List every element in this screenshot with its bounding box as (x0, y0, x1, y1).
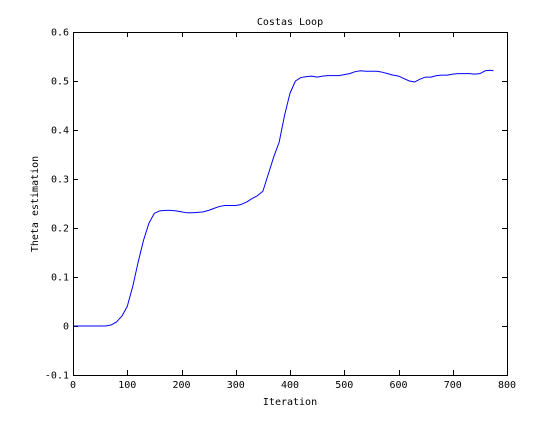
y-tick-label: 0 (63, 322, 69, 333)
y-tick-label: 0.2 (51, 224, 69, 235)
y-tick-label: 0.6 (51, 28, 69, 39)
x-tick-label: 500 (335, 380, 353, 391)
y-tick-label: 0.5 (51, 77, 69, 88)
y-tick-label: -0.1 (45, 371, 69, 382)
x-tick-label: 400 (281, 380, 299, 391)
x-tick-label: 200 (172, 380, 190, 391)
x-tick-label: 600 (389, 380, 407, 391)
x-tick-label: 0 (70, 380, 76, 391)
y-tick-label: 0.4 (51, 126, 69, 137)
x-tick-label: 100 (118, 380, 136, 391)
tick-labels: 0 100 200 300 400 500 600 700 800-0.100.10.20.30… (45, 28, 516, 392)
axes-frame (73, 32, 508, 376)
x-tick-label: 800 (498, 380, 516, 391)
series-line (73, 69, 494, 327)
y-tick-label: 0.3 (51, 175, 69, 186)
plot-background (73, 32, 507, 375)
x-tick-label: 300 (227, 380, 245, 391)
chart-title: Costas Loop (257, 17, 323, 28)
x-axis-title: Iteration (263, 397, 317, 408)
series-layer (73, 69, 494, 327)
x-tick-label: 700 (444, 380, 462, 391)
y-tick-label: 0.1 (51, 273, 69, 284)
y-axis-title: Theta estimation (30, 156, 41, 252)
